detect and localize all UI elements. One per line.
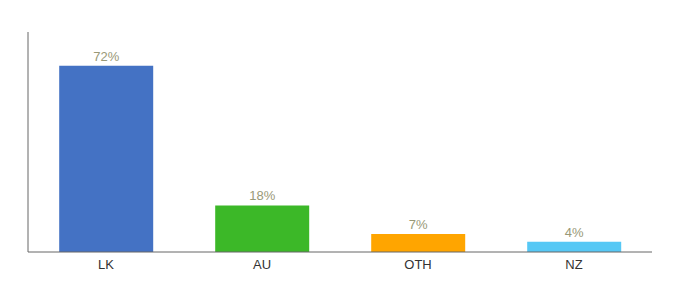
svg-text:7%: 7% — [409, 217, 428, 232]
svg-text:AU: AU — [253, 257, 271, 272]
svg-text:72%: 72% — [93, 49, 119, 64]
svg-text:NZ: NZ — [565, 257, 582, 272]
svg-text:OTH: OTH — [404, 257, 431, 272]
svg-text:LK: LK — [98, 257, 114, 272]
svg-text:4%: 4% — [565, 225, 584, 240]
svg-text:18%: 18% — [249, 188, 275, 203]
